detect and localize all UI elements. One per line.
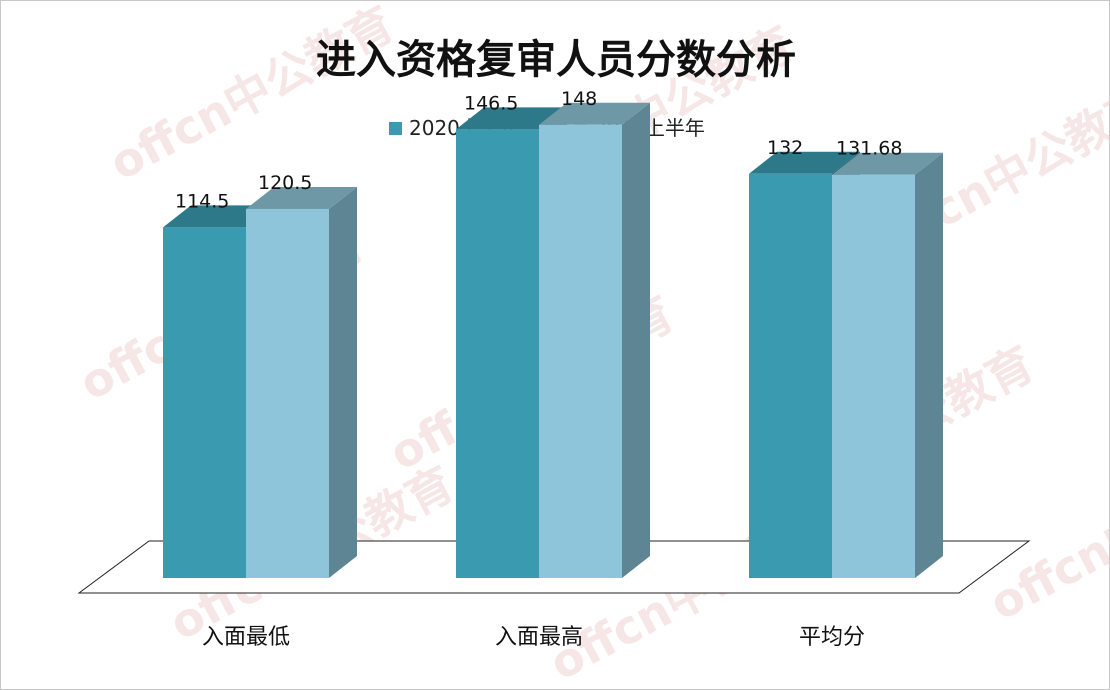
bar-top — [832, 152, 943, 175]
category-labels: 入面最低 入面最高 平均分 — [202, 625, 865, 650]
data-label: 146.5 — [464, 92, 518, 114]
bar-front — [832, 174, 915, 579]
category-label: 入面最低 — [202, 625, 290, 650]
data-label: 114.5 — [175, 190, 229, 212]
bar-side — [915, 152, 943, 579]
legend-swatch — [389, 122, 402, 135]
chart-title: 进入资格复审人员分数分析 — [316, 36, 796, 83]
category-label: 入面最高 — [495, 625, 583, 650]
category-label: 平均分 — [799, 625, 865, 650]
bar-top — [749, 151, 860, 174]
data-label: 120.5 — [258, 172, 312, 194]
bar-front — [456, 129, 539, 578]
bar-front — [539, 124, 622, 578]
data-label: 131.68 — [836, 138, 902, 160]
bar — [539, 102, 650, 578]
bar-front — [246, 208, 329, 578]
watermark-text: offcn中公教育 — [981, 436, 1110, 631]
bar — [832, 152, 943, 579]
bars-layer: 114.5 120.5 146.5 148 132 131.68 — [163, 88, 943, 579]
bar-side — [622, 102, 650, 578]
bar — [246, 186, 357, 578]
bar-top — [246, 186, 357, 209]
bar-front — [749, 173, 832, 578]
bar-side — [329, 186, 357, 578]
bar-top — [539, 102, 650, 125]
data-label: 148 — [561, 88, 597, 110]
watermark-text: offcn中公教育 — [101, 1, 403, 191]
data-label: 132 — [767, 137, 803, 159]
bar-front — [163, 227, 246, 578]
bar-top — [456, 107, 567, 130]
